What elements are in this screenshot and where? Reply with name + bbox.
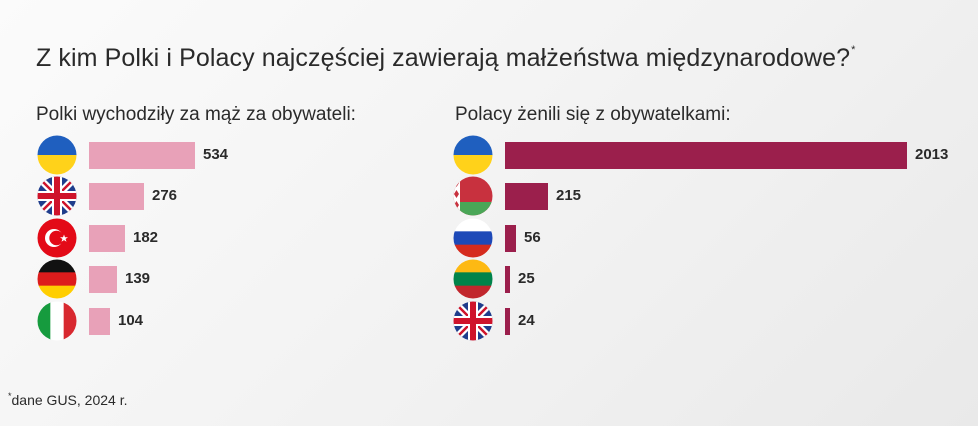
chart-title: Z kim Polki i Polacy najczęściej zawiera… bbox=[36, 44, 856, 72]
bar-value-label: 215 bbox=[556, 187, 582, 204]
title-footnote-mark: * bbox=[851, 44, 856, 56]
bar bbox=[89, 266, 117, 293]
bar-value-label: 276 bbox=[152, 187, 178, 204]
bar bbox=[505, 225, 516, 252]
bar-value-label: 139 bbox=[125, 270, 151, 287]
italy-flag-icon bbox=[37, 301, 77, 341]
lithuania-flag-icon bbox=[453, 259, 493, 299]
bar-value-label: 56 bbox=[524, 229, 541, 246]
ukraine-flag-icon bbox=[37, 135, 77, 175]
bar bbox=[89, 183, 144, 210]
bar bbox=[505, 266, 510, 293]
bar-value-label: 534 bbox=[203, 146, 229, 163]
uk-flag-icon bbox=[453, 301, 493, 341]
bar-value-label: 2013 bbox=[915, 146, 949, 163]
footnote: *dane GUS, 2024 r. bbox=[8, 391, 128, 408]
bar bbox=[505, 142, 907, 169]
bar bbox=[89, 142, 195, 169]
belarus-flag-icon bbox=[453, 176, 493, 216]
right-panel-title: Polacy żenili się z obywatelkami: bbox=[455, 104, 731, 125]
bar-value-label: 25 bbox=[518, 270, 535, 287]
bar bbox=[505, 183, 548, 210]
bar bbox=[505, 308, 510, 335]
bar bbox=[89, 308, 110, 335]
turkey-flag-icon bbox=[37, 218, 77, 258]
bar bbox=[89, 225, 125, 252]
bar-value-label: 182 bbox=[133, 229, 159, 246]
uk-flag-icon bbox=[37, 176, 77, 216]
germany-flag-icon bbox=[37, 259, 77, 299]
bar-value-label: 104 bbox=[118, 312, 144, 329]
ukraine-flag-icon bbox=[453, 135, 493, 175]
footnote-mark: * bbox=[8, 391, 12, 401]
left-panel-title: Polki wychodziły za mąż za obywateli: bbox=[36, 104, 356, 125]
russia-flag-icon bbox=[453, 218, 493, 258]
bar-value-label: 24 bbox=[518, 312, 535, 329]
